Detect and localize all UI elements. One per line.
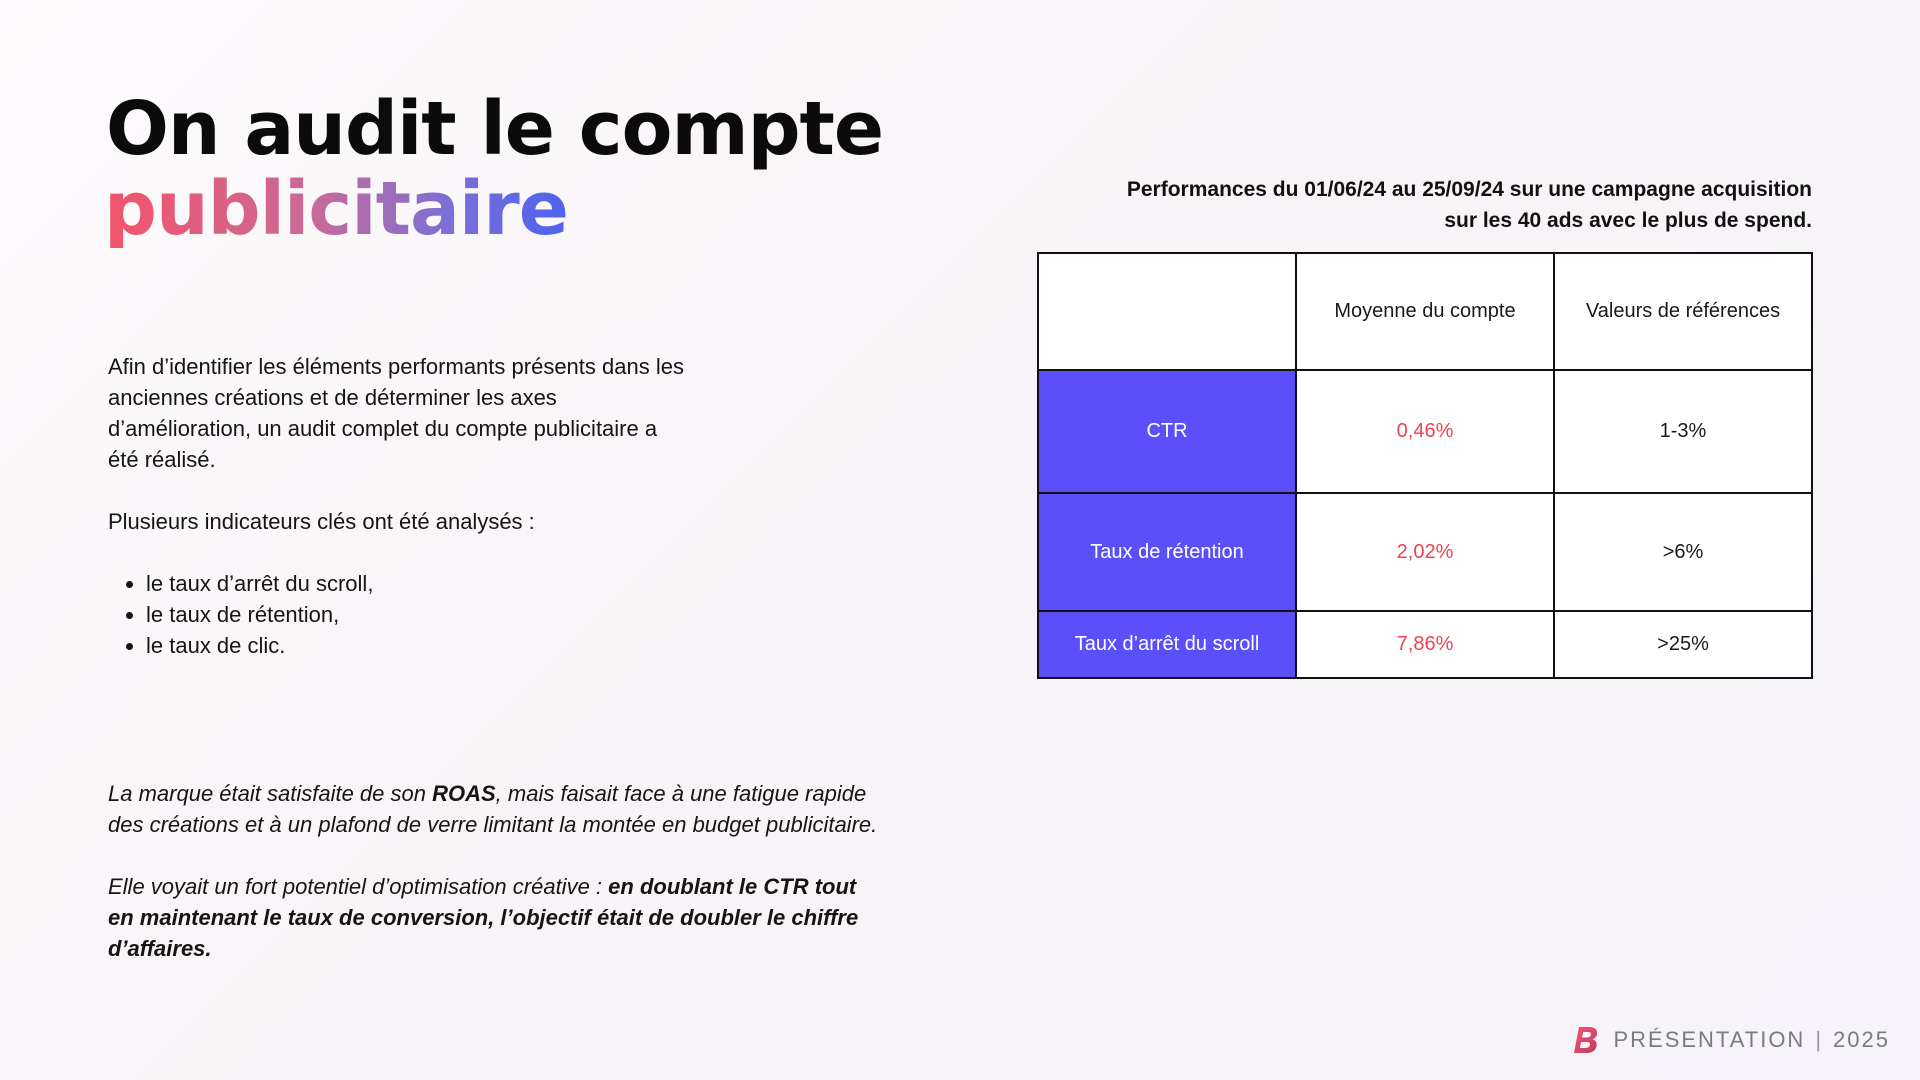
page-title: On audit le compte <box>106 86 884 172</box>
list-item: le taux de rétention, <box>108 599 688 630</box>
conclusion-paragraph-1: La marque était satisfaite de son ROAS, … <box>108 781 878 837</box>
conclusion-section: La marque était satisfaite de son ROAS, … <box>108 778 888 995</box>
conclusion-paragraph-2: Elle voyait un fort potentiel d’optimisa… <box>108 874 859 961</box>
table-header-empty <box>1037 252 1297 371</box>
list-item: le taux de clic. <box>108 630 688 661</box>
footer-year: 2025 <box>1833 1027 1890 1052</box>
title-block: On audit le compte publicitaire <box>104 86 884 252</box>
performance-caption: Performances du 01/06/24 au 25/09/24 sur… <box>1126 178 1812 232</box>
reference-value-cell: >25% <box>1553 610 1813 679</box>
indicators-list: le taux d’arrêt du scroll, le taux de ré… <box>108 568 688 661</box>
table-row: Taux d’arrêt du scroll 7,86% >25% <box>1037 610 1813 679</box>
metric-cell: Taux d’arrêt du scroll <box>1037 610 1297 679</box>
page-title-highlight: publicitaire <box>104 166 569 252</box>
reference-value-cell: 1-3% <box>1553 369 1813 494</box>
indicators-intro: Plusieurs indicateurs clés ont été analy… <box>108 509 535 534</box>
table-header-account: Moyenne du compte <box>1295 252 1555 371</box>
intro-section: Afin d’identifier les éléments performan… <box>108 351 688 661</box>
account-value-cell: 0,46% <box>1295 369 1555 494</box>
footer-label: PRÉSENTATION <box>1613 1027 1806 1052</box>
metric-cell: Taux de rétention <box>1037 492 1297 612</box>
objective-highlight: en doublant le CTR tout en maintenant le… <box>108 874 859 961</box>
account-value-cell: 7,86% <box>1295 610 1555 679</box>
performance-table: Moyenne du compte Valeurs de références … <box>1037 252 1813 679</box>
reference-value-cell: >6% <box>1553 492 1813 612</box>
table-header-reference: Valeurs de références <box>1553 252 1813 371</box>
table-header-row: Moyenne du compte Valeurs de références <box>1037 252 1813 371</box>
table-row: CTR 0,46% 1-3% <box>1037 369 1813 494</box>
footer-separator: | <box>1815 1027 1824 1052</box>
table-row: Taux de rétention 2,02% >6% <box>1037 492 1813 612</box>
metric-cell: CTR <box>1037 369 1297 494</box>
intro-paragraph: Afin d’identifier les éléments performan… <box>108 354 684 472</box>
b-logo-icon <box>1574 1027 1598 1053</box>
account-value-cell: 2,02% <box>1295 492 1555 612</box>
footer: PRÉSENTATION | 2025 <box>1573 1026 1890 1054</box>
roas-highlight: ROAS <box>432 781 496 806</box>
list-item: le taux d’arrêt du scroll, <box>108 568 688 599</box>
